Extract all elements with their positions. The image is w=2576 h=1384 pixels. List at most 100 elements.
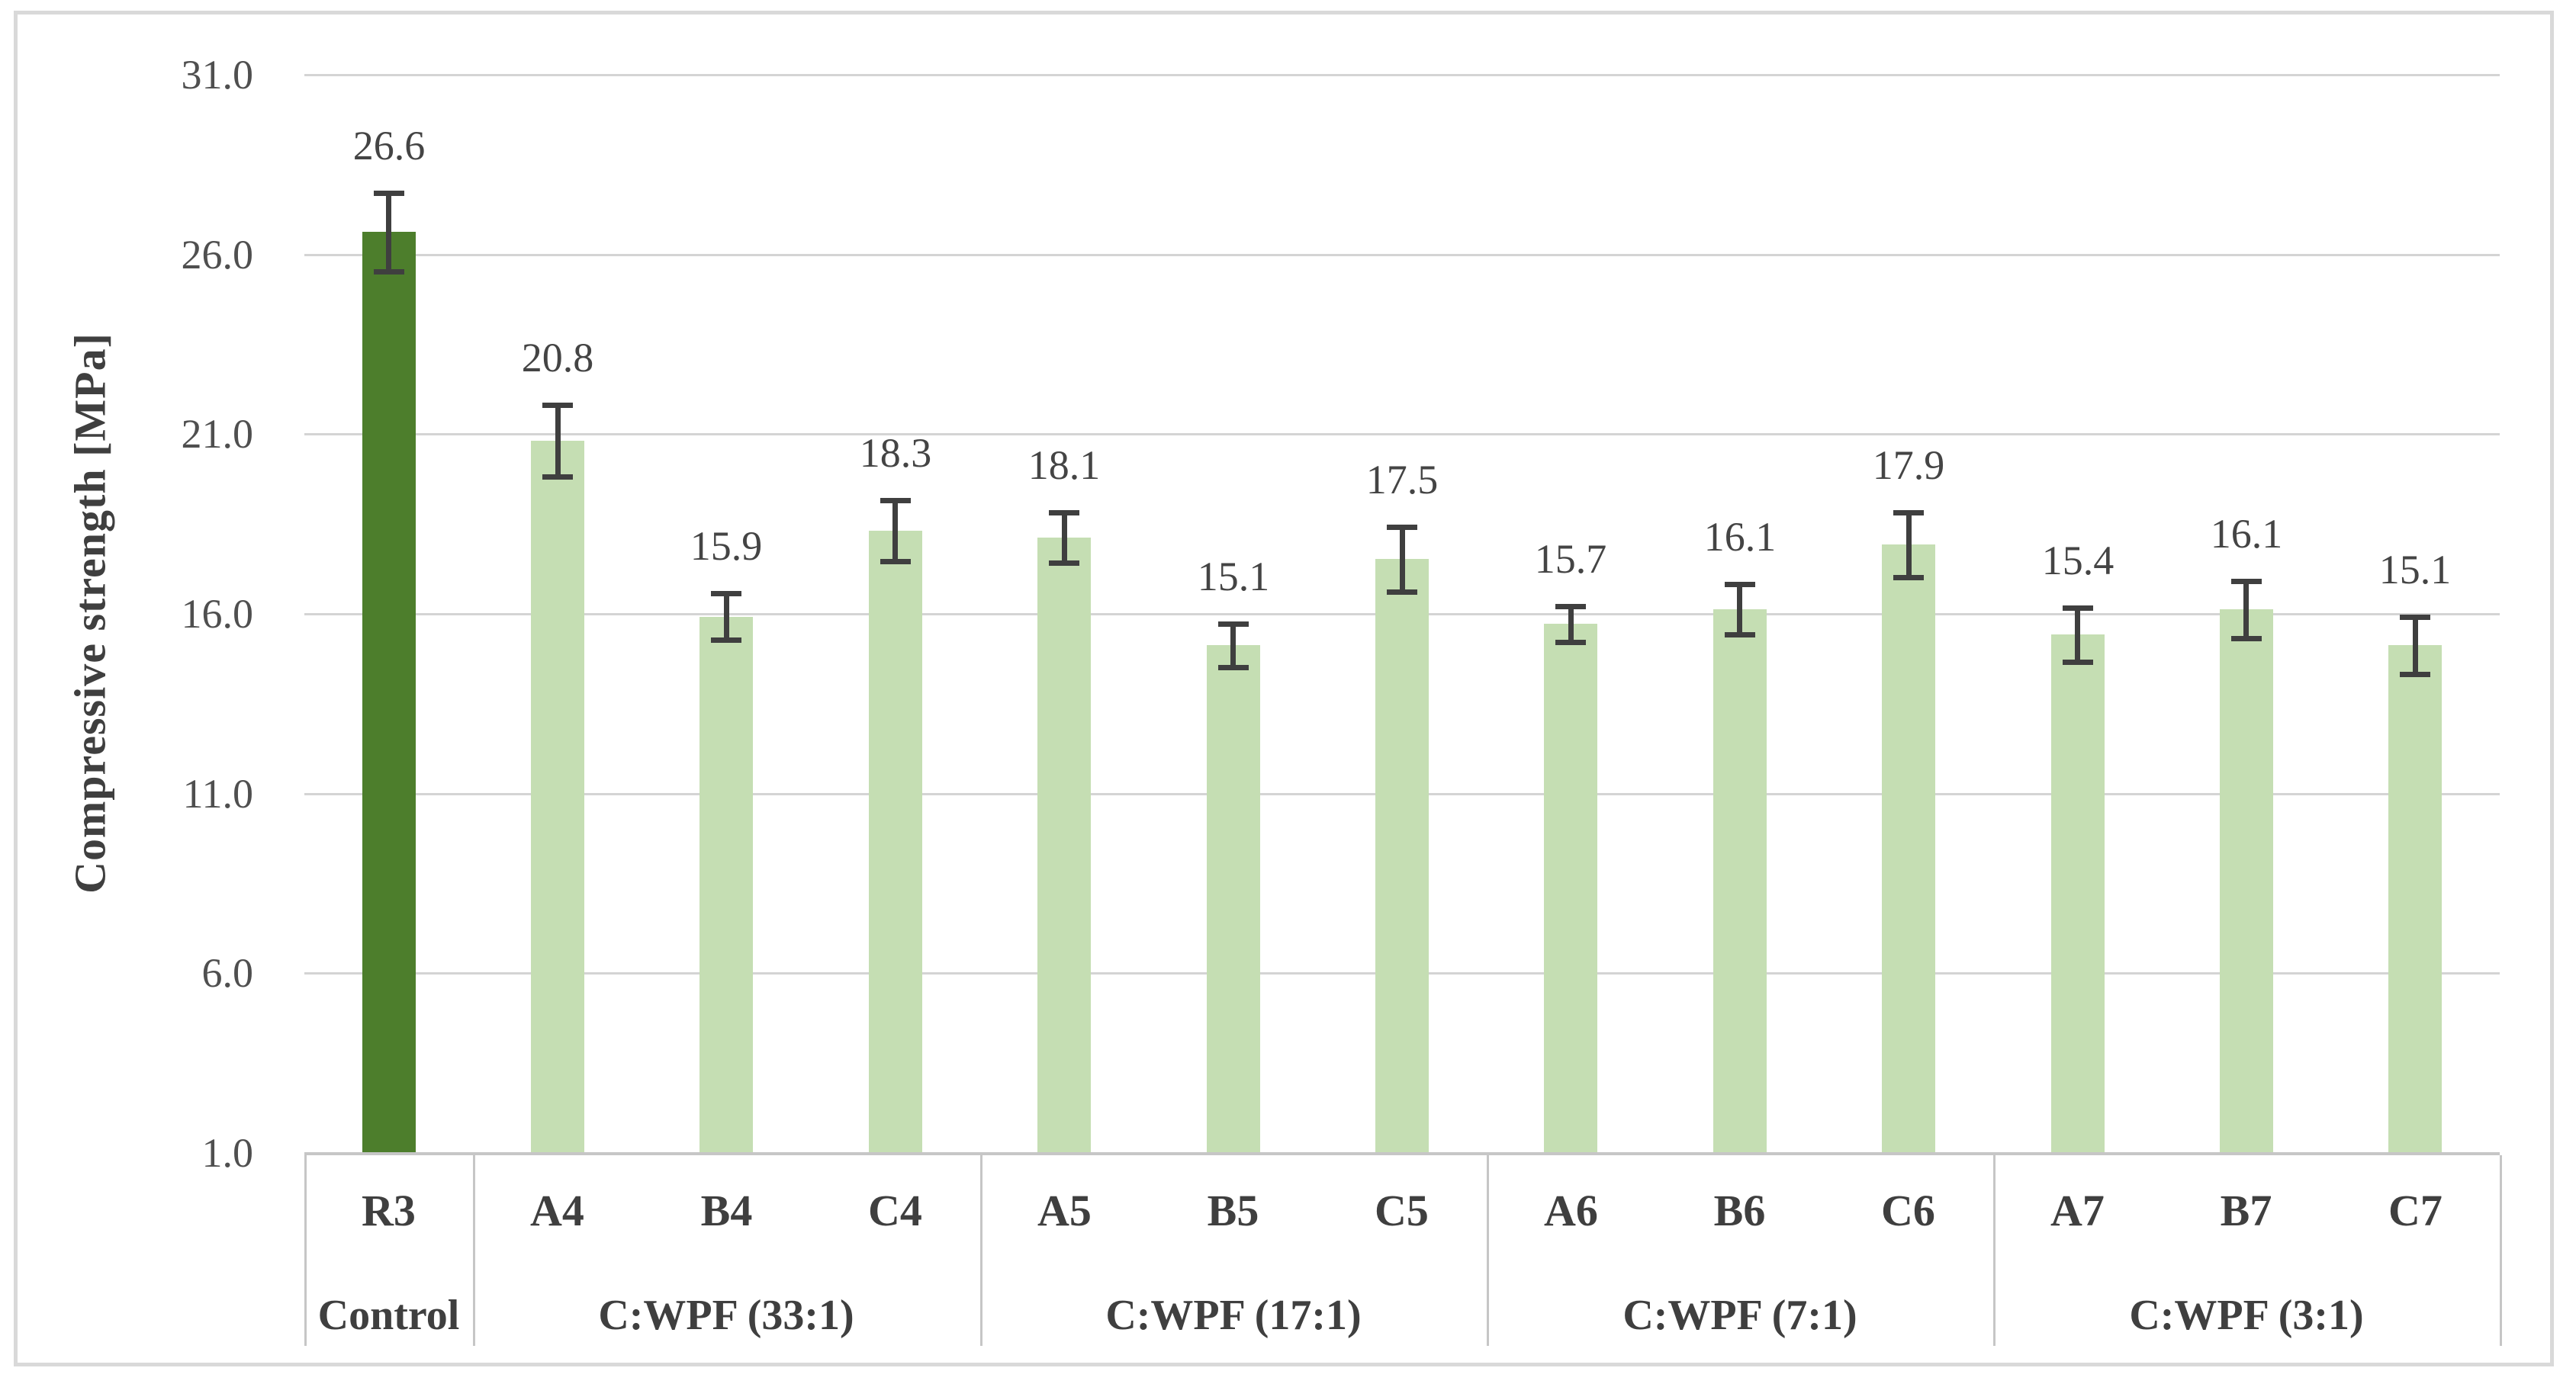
- bar-A5: [1037, 538, 1091, 1152]
- error-bar-cap: [2400, 615, 2430, 620]
- error-bar: [1568, 606, 1574, 642]
- y-tick-label: 21.0: [181, 411, 254, 457]
- error-bar: [1906, 512, 1912, 577]
- error-bar-cap: [1893, 575, 1924, 580]
- error-bar-cap: [1218, 621, 1249, 627]
- gridline: [304, 74, 2500, 76]
- error-bar-cap: [2231, 579, 2262, 584]
- error-bar-cap: [1555, 604, 1586, 609]
- group-label: C:WPF (33:1): [598, 1292, 854, 1339]
- bar-R3: [362, 232, 416, 1152]
- group-label: C:WPF (17:1): [1105, 1292, 1362, 1339]
- data-label: 16.1: [2210, 511, 2283, 557]
- data-label: 15.4: [2041, 538, 2115, 583]
- data-label: 26.6: [352, 123, 426, 169]
- category-label-B4: B4: [700, 1186, 753, 1235]
- gridline: [304, 254, 2500, 256]
- error-bar-cap: [1725, 582, 1755, 587]
- bar-A4: [531, 441, 584, 1152]
- error-bar: [724, 593, 729, 640]
- error-bar-cap: [374, 269, 404, 275]
- group-label: C:WPF (3:1): [2129, 1292, 2364, 1339]
- category-label-C7: C7: [2388, 1186, 2443, 1235]
- data-label: 15.1: [2378, 547, 2452, 592]
- error-bar-cap: [880, 498, 911, 503]
- group-divider: [980, 1155, 982, 1346]
- y-tick-label: 11.0: [182, 771, 254, 817]
- error-bar: [1737, 584, 1742, 634]
- error-bar: [1062, 512, 1067, 563]
- data-label: 15.1: [1197, 554, 1270, 599]
- error-bar: [2075, 608, 2080, 662]
- error-bar-cap: [2231, 636, 2262, 641]
- error-bar-cap: [1387, 525, 1417, 530]
- error-bar-cap: [1555, 640, 1586, 645]
- error-bar: [892, 500, 898, 561]
- category-label-C6: C6: [1881, 1186, 1935, 1235]
- group-divider: [1993, 1155, 1996, 1346]
- y-tick-label: 16.0: [181, 591, 254, 637]
- error-bar-cap: [542, 403, 573, 408]
- category-label-A5: A5: [1037, 1186, 1092, 1235]
- bar-A7: [2051, 634, 2105, 1152]
- category-label-A6: A6: [1544, 1186, 1598, 1235]
- data-label: 17.5: [1365, 457, 1439, 503]
- bar-C5: [1375, 559, 1429, 1152]
- category-label-A4: A4: [530, 1186, 584, 1235]
- y-tick-label: 31.0: [181, 52, 254, 98]
- group-label: Control: [317, 1292, 460, 1339]
- data-label: 20.8: [521, 335, 594, 381]
- data-label: 17.9: [1872, 442, 1945, 488]
- error-bar-cap: [1049, 560, 1079, 566]
- group-divider: [473, 1155, 475, 1346]
- outer-border: [14, 11, 2554, 1366]
- data-label: 18.3: [859, 430, 932, 476]
- error-bar-cap: [1218, 665, 1249, 670]
- category-label-C5: C5: [1375, 1186, 1429, 1235]
- x-axis-line: [304, 1152, 2500, 1155]
- error-bar-cap: [711, 637, 741, 643]
- error-bar-cap: [1893, 510, 1924, 515]
- bar-C7: [2388, 645, 2442, 1152]
- bar-B6: [1713, 609, 1767, 1152]
- y-tick-label: 6.0: [201, 950, 254, 996]
- error-bar: [386, 193, 391, 272]
- error-bar-cap: [2063, 660, 2093, 665]
- group-divider: [2500, 1155, 2502, 1346]
- error-bar: [1400, 527, 1405, 592]
- bar-B5: [1207, 645, 1260, 1152]
- error-bar-cap: [542, 474, 573, 480]
- error-bar-cap: [2400, 672, 2430, 677]
- error-bar-cap: [374, 191, 404, 196]
- bar-C4: [869, 531, 922, 1152]
- category-label-B6: B6: [1713, 1186, 1766, 1235]
- error-bar-cap: [1387, 589, 1417, 595]
- error-bar: [2413, 617, 2418, 674]
- category-label-B5: B5: [1207, 1186, 1259, 1235]
- group-label: C:WPF (7:1): [1622, 1292, 1857, 1339]
- bar-C6: [1882, 544, 1935, 1152]
- bar-A6: [1544, 624, 1597, 1152]
- data-label: 18.1: [1028, 442, 1101, 488]
- data-label: 16.1: [1703, 514, 1777, 560]
- error-bar-cap: [1049, 510, 1079, 515]
- error-bar-cap: [2063, 605, 2093, 611]
- y-tick-label: 26.0: [181, 232, 254, 278]
- error-bar-cap: [880, 559, 911, 564]
- y-tick-label: 1.0: [201, 1130, 254, 1176]
- error-bar: [2243, 581, 2249, 638]
- category-label-C4: C4: [868, 1186, 922, 1235]
- group-divider: [304, 1155, 307, 1346]
- bar-B7: [2220, 609, 2273, 1152]
- category-label-A7: A7: [2050, 1186, 2105, 1235]
- group-divider: [1487, 1155, 1489, 1346]
- error-bar-cap: [711, 591, 741, 596]
- category-label-R3: R3: [362, 1186, 416, 1235]
- error-bar-cap: [1725, 632, 1755, 637]
- data-label: 15.9: [690, 523, 763, 569]
- data-label: 15.7: [1534, 536, 1607, 582]
- bar-B4: [699, 617, 753, 1152]
- gridline: [304, 433, 2500, 435]
- error-bar: [555, 405, 561, 477]
